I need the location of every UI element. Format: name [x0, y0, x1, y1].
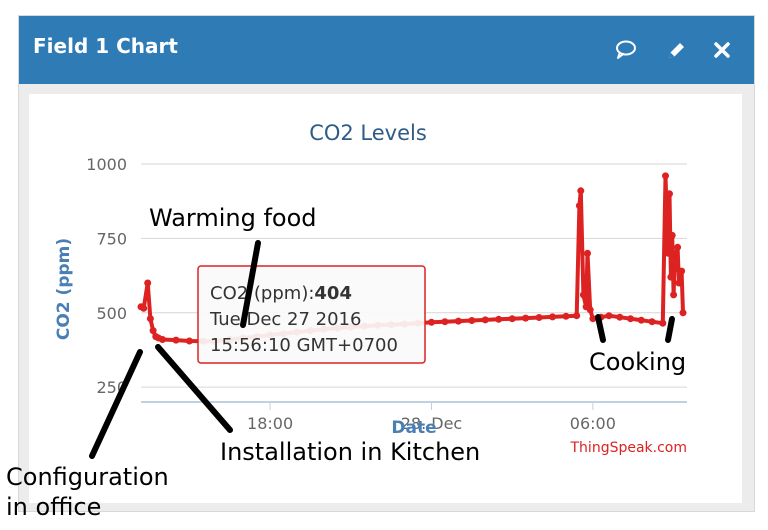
annotation-installation: Installation in Kitchen: [220, 438, 481, 466]
y-tick-label: 1000: [86, 155, 127, 174]
co2-data-point[interactable]: [637, 316, 645, 324]
co2-data-point[interactable]: [144, 279, 152, 287]
y-tick-label: 750: [96, 229, 127, 248]
co2-data-point[interactable]: [627, 315, 634, 323]
x-tick-label: 18:00: [247, 414, 293, 433]
co2-data-point[interactable]: [468, 317, 476, 324]
co2-data-point[interactable]: [185, 337, 193, 345]
co2-data-point[interactable]: [140, 304, 148, 312]
co2-data-point[interactable]: [549, 313, 556, 321]
co2-data-point[interactable]: [663, 214, 671, 221]
chart-title: CO2 Levels: [309, 121, 427, 145]
co2-data-point[interactable]: [579, 291, 587, 299]
co2-data-point[interactable]: [481, 316, 489, 324]
y-tick-label: 500: [96, 304, 127, 323]
co2-data-point[interactable]: [670, 291, 678, 299]
co2-data-point[interactable]: [573, 312, 581, 320]
co2-data-point[interactable]: [605, 312, 613, 320]
annotation-configuration: Configuration: [6, 463, 169, 491]
co2-data-point[interactable]: [562, 312, 570, 320]
chart-card: 1000 750 500 250 18:00 28. Dec 06:00 CO2 Level…: [29, 94, 742, 503]
tooltip-date: Tue Dec 27 2016: [209, 309, 361, 330]
co2-data-point[interactable]: [679, 309, 687, 317]
annotation-in-office: in office: [6, 493, 102, 521]
co2-data-point[interactable]: [575, 202, 583, 210]
panel-title: Field 1 Chart: [33, 34, 178, 58]
panel-header: Field 1 Chart: [19, 16, 754, 84]
co2-data-point[interactable]: [441, 318, 449, 326]
tooltip-value: 404: [314, 283, 352, 304]
co2-data-point[interactable]: [668, 231, 676, 239]
co2-data-point[interactable]: [149, 327, 157, 335]
co2-data-point[interactable]: [662, 172, 669, 180]
co2-data-point[interactable]: [146, 315, 154, 323]
tooltip-time: 15:56:10 GMT+0700: [210, 335, 398, 356]
annotation-cooking: Cooking: [589, 348, 687, 376]
close-icon[interactable]: [708, 36, 736, 64]
co2-data-point[interactable]: [159, 336, 166, 343]
co2-data-point[interactable]: [577, 187, 585, 195]
co2-data-point[interactable]: [586, 306, 594, 314]
co2-data-point[interactable]: [674, 243, 682, 251]
co2-data-point[interactable]: [672, 264, 680, 272]
svg-text:CO2 (ppm):404: CO2 (ppm):404: [210, 283, 352, 304]
co2-data-point[interactable]: [428, 318, 435, 326]
co2-data-point[interactable]: [454, 317, 462, 325]
co2-data-point[interactable]: [597, 313, 605, 321]
co2-data-point[interactable]: [584, 249, 591, 257]
annotation-warming-food: Warming food: [149, 204, 317, 232]
co2-data-point[interactable]: [659, 319, 667, 327]
co2-line-chart: 1000 750 500 250 18:00 28. Dec 06:00 CO2 Level…: [54, 121, 688, 456]
y-tick-label: 250: [96, 378, 127, 397]
co2-data-point[interactable]: [671, 249, 679, 257]
co2-data-point[interactable]: [678, 267, 686, 275]
data-tooltip: CO2 (ppm):404 Tue Dec 27 2016 15:56:10 G…: [197, 265, 426, 364]
tooltip-series-label: CO2 (ppm):: [210, 283, 314, 304]
co2-data-point[interactable]: [648, 318, 656, 326]
pencil-icon[interactable]: [661, 36, 689, 64]
co2-data-point[interactable]: [666, 190, 673, 198]
y-axis-label: CO2 (ppm): [54, 238, 74, 340]
credit-label[interactable]: ThingSpeak.com: [570, 440, 688, 456]
co2-data-point[interactable]: [675, 279, 683, 287]
co2-data-point[interactable]: [589, 315, 597, 323]
co2-data-point[interactable]: [522, 314, 530, 322]
co2-data-point[interactable]: [508, 315, 516, 323]
co2-data-point[interactable]: [616, 313, 624, 321]
comment-icon[interactable]: [612, 36, 640, 64]
co2-data-point[interactable]: [667, 273, 675, 281]
x-axis-label: Date: [391, 418, 436, 438]
co2-data-point[interactable]: [172, 336, 180, 344]
co2-data-point[interactable]: [664, 249, 672, 257]
x-tick-label: 06:00: [570, 414, 616, 433]
co2-data-point[interactable]: [535, 314, 543, 321]
co2-data-point[interactable]: [495, 315, 503, 323]
x-tick-label: 28. Dec: [401, 414, 463, 433]
